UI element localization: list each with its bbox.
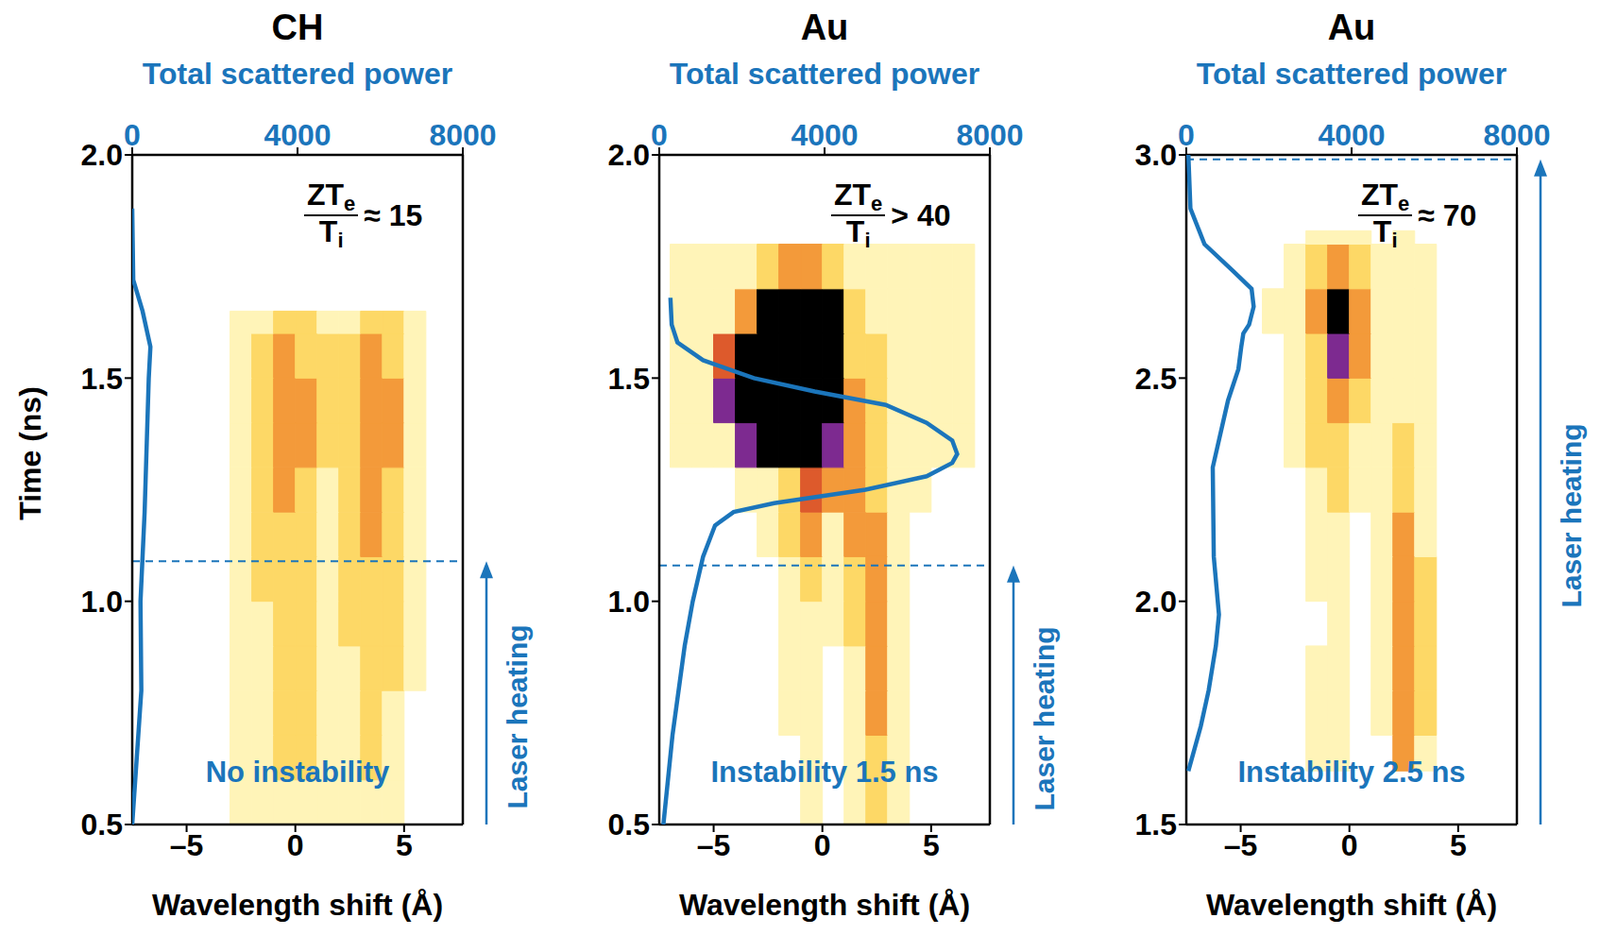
svg-text:0: 0 (123, 118, 141, 153)
html-text:Wavelength shift (Å): Wavelength shift (Å) (679, 887, 971, 922)
svg-text:2.0: 2.0 (81, 137, 123, 172)
svg-text:–5: –5 (697, 828, 732, 863)
html-text:ZTe: ZTe (834, 177, 883, 216)
svg-text:0.5: 0.5 (81, 807, 123, 842)
svg-text:5: 5 (395, 828, 413, 863)
svg-text:0: 0 (1177, 118, 1195, 153)
html-text:Wavelength shift (Å): Wavelength shift (Å) (151, 887, 444, 922)
svg-text:4000: 4000 (263, 118, 331, 153)
html-text:ZTe: ZTe (1361, 177, 1410, 216)
svg-text:2.0: 2.0 (608, 137, 650, 172)
svg-text:0: 0 (1341, 828, 1359, 863)
html-text:≈ 15: ≈ 15 (363, 197, 423, 232)
svg-text:5: 5 (1449, 828, 1467, 863)
html-text:Au: Au (1327, 7, 1376, 48)
svg-text:1.0: 1.0 (81, 584, 123, 619)
svg-text:1.5: 1.5 (1135, 807, 1177, 842)
svg-text:1.5: 1.5 (608, 361, 650, 396)
svg-text:0.5: 0.5 (608, 807, 650, 842)
svg-text:4000: 4000 (790, 118, 858, 153)
html-text:Laser heating: Laser heating (1028, 626, 1060, 811)
svg-text:4000: 4000 (1317, 118, 1385, 153)
svg-text:5: 5 (922, 828, 940, 863)
html-text:Instability 2.5 ns: Instability 2.5 ns (1237, 755, 1466, 789)
html-text:Instability 1.5 ns: Instability 1.5 ns (710, 755, 939, 789)
html-text:Time (ns): Time (ns) (12, 386, 47, 521)
html-text:No instability: No instability (205, 755, 390, 789)
html-text:Au: Au (800, 7, 849, 48)
html-text:Total scattered power: Total scattered power (669, 56, 980, 91)
svg-text:8000: 8000 (955, 118, 1023, 153)
html-text:≈ 70: ≈ 70 (1417, 197, 1477, 232)
html-text:CH: CH (271, 7, 324, 48)
html-text:Laser heating: Laser heating (1555, 423, 1587, 608)
html-text:Ti: Ti (319, 214, 344, 253)
svg-text:–5: –5 (1224, 828, 1259, 863)
html-text:ZTe: ZTe (306, 177, 356, 216)
html-text:Laser heating: Laser heating (501, 624, 533, 809)
svg-text:1.5: 1.5 (81, 361, 123, 396)
svg-text:0: 0 (814, 828, 832, 863)
html-text:Wavelength shift (Å): Wavelength shift (Å) (1206, 887, 1498, 922)
svg-text:8000: 8000 (428, 118, 496, 153)
html-text:Ti: Ti (1373, 214, 1398, 253)
html-text:> 40: > 40 (890, 197, 951, 232)
svg-text:0: 0 (650, 118, 668, 153)
html-text:Total scattered power: Total scattered power (1196, 56, 1507, 91)
html-text:Total scattered power: Total scattered power (142, 56, 453, 91)
svg-text:2.0: 2.0 (1135, 584, 1177, 619)
svg-text:–5: –5 (170, 828, 205, 863)
svg-text:8000: 8000 (1482, 118, 1550, 153)
svg-text:3.0: 3.0 (1135, 137, 1177, 172)
html-text:Ti: Ti (846, 214, 871, 253)
svg-text:0: 0 (287, 828, 305, 863)
svg-text:1.0: 1.0 (608, 584, 650, 619)
svg-text:2.5: 2.5 (1135, 361, 1177, 396)
